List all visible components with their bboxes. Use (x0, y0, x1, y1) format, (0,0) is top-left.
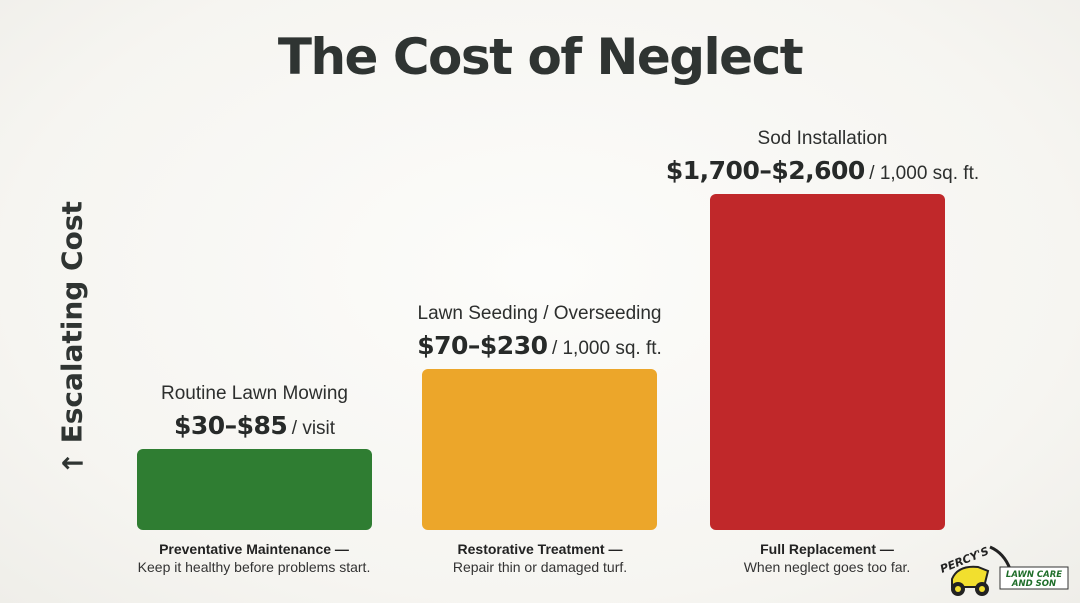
category-restorative: Restorative Treatment — Repair thin or d… (380, 540, 700, 576)
bar-restorative (422, 369, 657, 530)
category-title: Preventative Maintenance — (159, 541, 349, 557)
service-name: Routine Lawn Mowing (161, 383, 348, 404)
category-title: Restorative Treatment — (457, 541, 623, 557)
lawn-mower-icon (951, 545, 1012, 596)
bar-label-seeding: Lawn Seeding / Overseeding $70–$230 / 1,… (360, 303, 720, 360)
arrow-up-icon: ← (60, 446, 84, 480)
service-name: Lawn Seeding / Overseeding (417, 303, 662, 324)
category-replacement: Full Replacement — When neglect goes too… (667, 540, 987, 576)
service-unit: / 1,000 sq. ft. (869, 163, 980, 184)
category-title: Full Replacement — (760, 541, 894, 557)
bar-preventative (137, 449, 372, 530)
bar-label-sod: Sod Installation $1,700–$2,600 / 1,000 s… (643, 128, 1003, 185)
category-preventative: Preventative Maintenance — Keep it healt… (94, 540, 414, 576)
bar-label-mowing: Routine Lawn Mowing $30–$85 / visit (75, 383, 435, 440)
service-unit: / 1,000 sq. ft. (551, 338, 662, 359)
logo-line1: LAWN CARE (1006, 570, 1062, 580)
service-unit: / visit (291, 418, 336, 439)
service-name: Sod Installation (757, 128, 888, 149)
category-description: When neglect goes too far. (743, 559, 911, 575)
service-price: $1,700–$2,600 (665, 156, 865, 185)
logo-line2: AND SON (1011, 579, 1056, 589)
chart-title: The Cost of Neglect (277, 28, 804, 86)
service-price: $30–$85 (173, 411, 288, 440)
service-price: $70–$230 (417, 331, 548, 360)
category-description: Repair thin or damaged turf. (452, 559, 628, 575)
bar-replacement (710, 194, 945, 530)
category-description: Keep it healthy before problems start. (137, 559, 371, 575)
percys-logo: PERCY'S LAWN CARE AND SON (938, 544, 1069, 596)
